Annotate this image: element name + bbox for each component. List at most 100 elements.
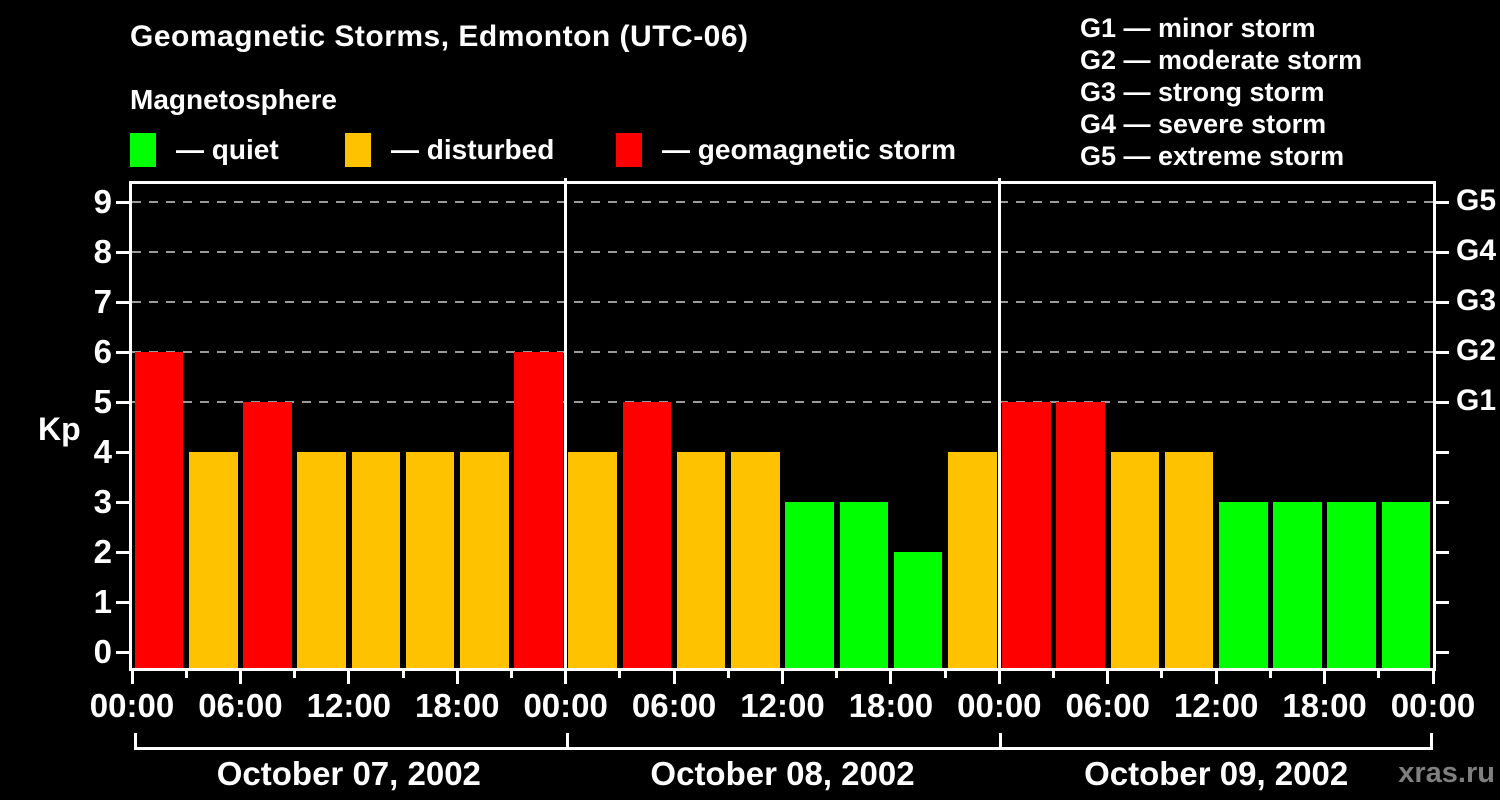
x-tick-minor — [1052, 668, 1056, 678]
x-tick-minor — [835, 668, 839, 678]
y-tick-right — [1433, 350, 1449, 354]
y-tick-right — [1433, 400, 1449, 404]
x-tick-minor — [1268, 668, 1272, 678]
x-tick-minor — [184, 668, 188, 678]
legend-item-quiet: — quiet — [130, 133, 279, 167]
kp-bar — [514, 352, 563, 668]
gridline-kp-5 — [132, 401, 1433, 403]
y-tick — [116, 350, 132, 354]
kp-bar — [839, 502, 889, 668]
day-separator — [997, 178, 1001, 668]
kp-bar — [1002, 402, 1051, 668]
date-label: October 09, 2002 — [1084, 755, 1349, 792]
y-tick — [116, 600, 132, 604]
x-tick-major — [1106, 668, 1110, 684]
x-tick-minor — [293, 668, 297, 678]
kp-bar — [731, 452, 780, 668]
kp-bar — [785, 502, 834, 668]
y-tick-label: 9 — [93, 183, 112, 220]
x-tick-major — [347, 668, 351, 684]
legend-label-disturbed: — disturbed — [391, 134, 555, 165]
y-tick-right — [1433, 200, 1449, 204]
x-tick-label: 18:00 — [1282, 687, 1367, 724]
y-tick-right — [1433, 600, 1449, 604]
x-tick-label: 06:00 — [1065, 687, 1150, 724]
y-tick — [116, 550, 132, 554]
x-tick-minor — [401, 668, 405, 678]
storm-scale-line-g1: G1 — minor storm — [1080, 13, 1316, 43]
kp-bar — [1327, 502, 1376, 668]
x-tick-major — [1431, 668, 1435, 684]
kp-bar — [1110, 452, 1160, 668]
x-tick-minor — [943, 668, 947, 678]
kp-bar — [134, 352, 184, 668]
date-label: October 08, 2002 — [650, 755, 915, 792]
date-label: October 07, 2002 — [216, 755, 481, 792]
kp-bar — [1218, 502, 1268, 668]
quiet-color-swatch — [130, 133, 156, 167]
x-tick-label: 00:00 — [1390, 687, 1476, 724]
y-tick — [116, 400, 132, 404]
x-tick-minor — [1160, 668, 1164, 678]
y-tick-label: 8 — [93, 233, 112, 270]
y-tick — [116, 300, 132, 304]
day-bracket-line — [134, 747, 1431, 750]
kp-bar — [568, 452, 618, 668]
g-level-label-g3: G3 — [1456, 284, 1497, 317]
kp-bar — [243, 402, 292, 668]
y-tick — [116, 450, 132, 454]
x-tick-major — [130, 668, 134, 684]
y-tick-right — [1433, 550, 1449, 554]
y-tick-label: 0 — [93, 633, 112, 670]
kp-bar — [1381, 502, 1431, 668]
y-tick — [116, 250, 132, 254]
storm-scale-legend: G1 — minor storm G2 — moderate storm G3 — … — [1080, 12, 1362, 172]
y-tick-label: 3 — [93, 483, 112, 520]
storm-scale-line-g5: G5 — extreme storm — [1080, 141, 1345, 171]
kp-bar — [351, 452, 401, 668]
y-tick-label: 7 — [93, 283, 112, 320]
g-level-label-g1: G1 — [1456, 384, 1497, 417]
x-tick-major — [238, 668, 242, 684]
legend-item-disturbed: — disturbed — [345, 133, 554, 167]
x-tick-label: 00:00 — [523, 687, 608, 724]
y-tick-label: 4 — [93, 433, 112, 470]
kp-bar — [1164, 452, 1214, 668]
y-tick-label: 6 — [93, 333, 112, 370]
kp-bar — [1056, 402, 1105, 668]
legend-label-storm: — geomagnetic storm — [662, 134, 957, 165]
kp-bar — [622, 402, 672, 668]
day-bracket-cap — [134, 733, 137, 750]
y-tick-right — [1433, 250, 1449, 254]
day-bracket-cap — [565, 733, 569, 750]
x-tick-major — [455, 668, 459, 684]
legend-item-storm: — geomagnetic storm — [616, 133, 956, 167]
storm-color-swatch — [616, 133, 642, 167]
g-level-label-g2: G2 — [1456, 334, 1497, 367]
y-tick-right — [1433, 450, 1449, 454]
g-level-label-g5: G5 — [1456, 184, 1497, 217]
x-tick-label: 18:00 — [415, 687, 500, 724]
x-tick-major — [889, 668, 893, 684]
x-tick-minor — [726, 668, 730, 678]
kp-bar — [460, 452, 509, 668]
y-tick-right — [1433, 300, 1449, 304]
watermark: xras.ru — [1398, 757, 1495, 789]
y-tick-label: 5 — [93, 383, 112, 420]
y-tick-right — [1433, 500, 1449, 504]
y-tick — [116, 500, 132, 504]
y-axis-title: Kp — [38, 411, 81, 447]
g-level-label-g4: G4 — [1456, 234, 1497, 267]
x-tick-minor — [618, 668, 622, 678]
gridline-kp-9 — [132, 201, 1433, 203]
kp-bar — [297, 452, 347, 668]
legend-label-quiet: — quiet — [176, 134, 279, 165]
kp-bar — [1273, 502, 1322, 668]
y-tick-label: 2 — [93, 533, 112, 570]
x-tick-major — [997, 668, 1001, 684]
storm-scale-line-g4: G4 — severe storm — [1080, 109, 1327, 139]
x-tick-label: 06:00 — [631, 687, 717, 724]
x-tick-label: 18:00 — [848, 687, 934, 724]
x-tick-label: 12:00 — [306, 687, 392, 724]
